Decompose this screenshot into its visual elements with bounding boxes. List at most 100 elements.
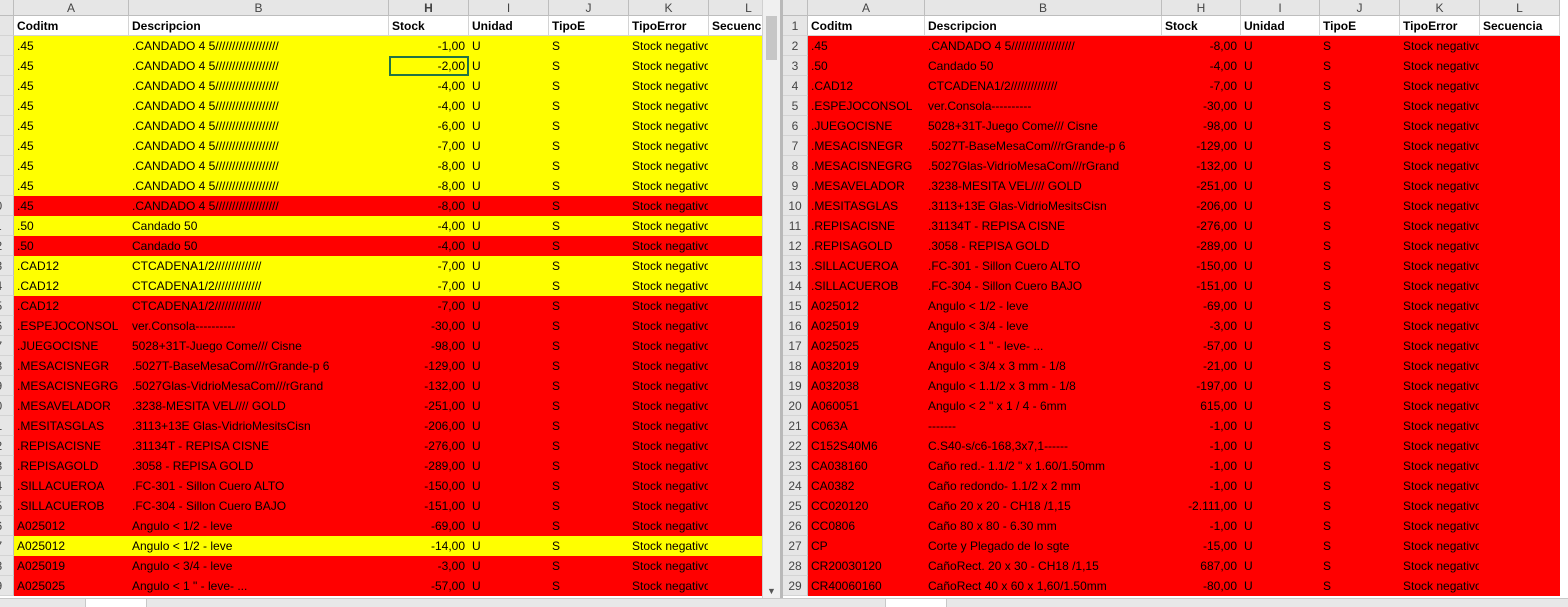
cell: S bbox=[1320, 316, 1400, 336]
row-number: 16 bbox=[783, 316, 808, 336]
cell: -4,00 bbox=[389, 96, 469, 116]
cell: CP bbox=[808, 536, 925, 556]
sheet-tab-bar bbox=[0, 598, 1568, 607]
cell: U bbox=[469, 476, 549, 496]
row-number: 1 bbox=[0, 16, 14, 36]
header-cell: Coditm bbox=[14, 16, 129, 36]
cell: U bbox=[469, 216, 549, 236]
cell bbox=[1480, 556, 1560, 576]
cell bbox=[709, 296, 762, 316]
cell: S bbox=[549, 56, 629, 76]
cell: Angulo < 3/4 - leve bbox=[925, 316, 1162, 336]
sheet-tab[interactable] bbox=[85, 599, 147, 607]
cell: S bbox=[549, 436, 629, 456]
row-number: 11 bbox=[0, 216, 14, 236]
cell: Stock negativo bbox=[1400, 356, 1480, 376]
cell bbox=[709, 136, 762, 156]
cell: -1,00 bbox=[1162, 436, 1241, 456]
cell: U bbox=[1241, 376, 1320, 396]
cell: -276,00 bbox=[1162, 216, 1241, 236]
cell: Stock negativo bbox=[1400, 436, 1480, 456]
row-number: 17 bbox=[783, 336, 808, 356]
cell: Stock negativo bbox=[629, 216, 709, 236]
row-number: 2 bbox=[783, 36, 808, 56]
row-number: 18 bbox=[0, 356, 14, 376]
cell: -98,00 bbox=[389, 336, 469, 356]
cell: -14,00 bbox=[389, 536, 469, 556]
cell bbox=[1480, 456, 1560, 476]
cell: -129,00 bbox=[389, 356, 469, 376]
header-cell: Unidad bbox=[1241, 16, 1320, 36]
cell: Stock negativo bbox=[629, 156, 709, 176]
cell bbox=[1480, 576, 1560, 596]
cell: -289,00 bbox=[389, 456, 469, 476]
cell: CañoRect 40 x 60 x 1,60/1.50mm bbox=[925, 576, 1162, 596]
cell: -7,00 bbox=[389, 136, 469, 156]
cell: S bbox=[549, 336, 629, 356]
row-number: 26 bbox=[0, 516, 14, 536]
cell bbox=[709, 236, 762, 256]
cell: -57,00 bbox=[389, 576, 469, 596]
cell: S bbox=[549, 256, 629, 276]
cell: Stock negativo bbox=[629, 56, 709, 76]
cell: U bbox=[469, 536, 549, 556]
vertical-scrollbar[interactable]: ▼ bbox=[762, 0, 781, 598]
cell: -289,00 bbox=[1162, 236, 1241, 256]
cell[interactable]: -2,00 bbox=[389, 56, 469, 76]
sheet-tab[interactable] bbox=[885, 599, 947, 607]
row-number: 1 bbox=[783, 16, 808, 36]
cell: ver.Consola---------- bbox=[129, 316, 389, 336]
cell bbox=[709, 356, 762, 376]
row-number: 12 bbox=[783, 236, 808, 256]
cell: U bbox=[1241, 556, 1320, 576]
cell: S bbox=[549, 576, 629, 596]
cell bbox=[709, 96, 762, 116]
cell bbox=[709, 336, 762, 356]
cell: -4,00 bbox=[389, 216, 469, 236]
header-cell: TipoE bbox=[1320, 16, 1400, 36]
scroll-arrow[interactable]: ▼ bbox=[767, 586, 776, 596]
cell: Stock negativo bbox=[629, 516, 709, 536]
cell: -30,00 bbox=[1162, 96, 1241, 116]
cell: Angulo < 1/2 - leve bbox=[925, 296, 1162, 316]
cell: .FC-301 - Sillon Cuero ALTO bbox=[129, 476, 389, 496]
cell: CA038160 bbox=[808, 456, 925, 476]
row-number: 18 bbox=[783, 356, 808, 376]
cell: Stock negativo bbox=[1400, 536, 1480, 556]
cell: .45 bbox=[14, 176, 129, 196]
row-number: 25 bbox=[783, 496, 808, 516]
cell: U bbox=[1241, 276, 1320, 296]
cell: .CAD12 bbox=[14, 276, 129, 296]
cell: U bbox=[469, 336, 549, 356]
row-number: 28 bbox=[0, 556, 14, 576]
cell: U bbox=[1241, 456, 1320, 476]
row-number: 22 bbox=[783, 436, 808, 456]
cell: Caño 80 x 80 - 6.30 mm bbox=[925, 516, 1162, 536]
cell: -129,00 bbox=[1162, 136, 1241, 156]
scroll-thumb[interactable] bbox=[766, 16, 777, 60]
cell: U bbox=[1241, 356, 1320, 376]
cell: -30,00 bbox=[389, 316, 469, 336]
cell: CR40060160 bbox=[808, 576, 925, 596]
cell: -7,00 bbox=[1162, 76, 1241, 96]
row-number: 5 bbox=[783, 96, 808, 116]
cell: Angulo < 3/4 x 3 mm - 1/8 bbox=[925, 356, 1162, 376]
cell bbox=[709, 576, 762, 596]
cell: Stock negativo bbox=[629, 496, 709, 516]
column-header: B bbox=[925, 0, 1162, 16]
row-number: 28 bbox=[783, 556, 808, 576]
cell: Stock negativo bbox=[1400, 416, 1480, 436]
cell: -21,00 bbox=[1162, 356, 1241, 376]
cell: Stock negativo bbox=[629, 136, 709, 156]
cell: Stock negativo bbox=[1400, 76, 1480, 96]
cell: Candado 50 bbox=[129, 216, 389, 236]
cell: U bbox=[469, 56, 549, 76]
cell bbox=[709, 476, 762, 496]
cell: .45 bbox=[14, 96, 129, 116]
cell: U bbox=[469, 36, 549, 56]
cell: -132,00 bbox=[1162, 156, 1241, 176]
row-number: 10 bbox=[0, 196, 14, 216]
row-number: 14 bbox=[783, 276, 808, 296]
cell: A060051 bbox=[808, 396, 925, 416]
